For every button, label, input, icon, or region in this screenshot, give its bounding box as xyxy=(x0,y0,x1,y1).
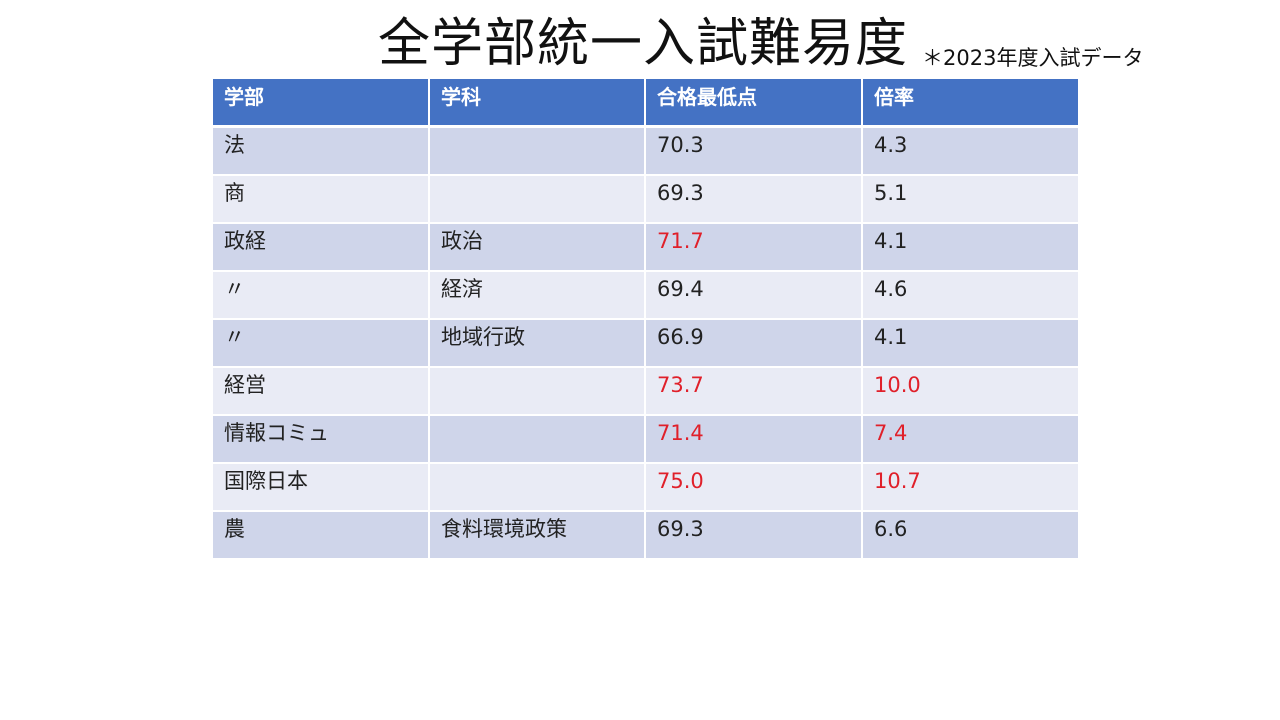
min-score-cell: 69.3 xyxy=(646,176,861,222)
min-score-cell: 75.0 xyxy=(646,464,861,510)
ratio-cell: 6.6 xyxy=(863,512,1078,558)
min-score-cell: 70.3 xyxy=(646,128,861,174)
table-row: 経営 73.7 10.0 xyxy=(213,368,1078,414)
ratio-cell: 10.0 xyxy=(863,368,1078,414)
department-cell xyxy=(430,416,644,462)
table-row: 〃 経済 69.4 4.6 xyxy=(213,272,1078,318)
min-score-cell: 71.4 xyxy=(646,416,861,462)
department-cell: 政治 xyxy=(430,224,644,270)
ratio-cell: 4.1 xyxy=(863,224,1078,270)
department-cell xyxy=(430,176,644,222)
table-row: 農 食料環境政策 69.3 6.6 xyxy=(213,512,1078,558)
header-ratio: 倍率 xyxy=(863,79,1078,125)
ratio-cell: 5.1 xyxy=(863,176,1078,222)
min-score-cell: 69.4 xyxy=(646,272,861,318)
ratio-cell: 4.3 xyxy=(863,128,1078,174)
slide-title: 全学部統一入試難易度 xyxy=(378,14,909,74)
faculty-cell: 経営 xyxy=(213,368,428,414)
table-row: 〃 地域行政 66.9 4.1 xyxy=(213,320,1078,366)
table-row: 国際日本 75.0 10.7 xyxy=(213,464,1078,510)
department-cell xyxy=(430,368,644,414)
ratio-cell: 4.1 xyxy=(863,320,1078,366)
department-cell: 食料環境政策 xyxy=(430,512,644,558)
table-row: 政経 政治 71.7 4.1 xyxy=(213,224,1078,270)
difficulty-table: 学部 学科 合格最低点 倍率 法 70.3 4.3 商 69.3 5.1 政経 … xyxy=(213,79,1078,558)
header-department: 学科 xyxy=(430,79,644,125)
table-row: 法 70.3 4.3 xyxy=(213,128,1078,174)
table-header-row: 学部 学科 合格最低点 倍率 xyxy=(213,79,1078,125)
faculty-cell: 政経 xyxy=(213,224,428,270)
data-year-note: ＊2023年度入試データ xyxy=(922,46,1144,70)
min-score-cell: 69.3 xyxy=(646,512,861,558)
ratio-cell: 4.6 xyxy=(863,272,1078,318)
ratio-cell: 10.7 xyxy=(863,464,1078,510)
min-score-cell: 66.9 xyxy=(646,320,861,366)
faculty-cell: 〃 xyxy=(213,320,428,366)
faculty-cell: 農 xyxy=(213,512,428,558)
department-cell: 地域行政 xyxy=(430,320,644,366)
faculty-cell: 〃 xyxy=(213,272,428,318)
header-min-score: 合格最低点 xyxy=(646,79,861,125)
ratio-cell: 7.4 xyxy=(863,416,1078,462)
table-row: 情報コミュ 71.4 7.4 xyxy=(213,416,1078,462)
faculty-cell: 法 xyxy=(213,128,428,174)
min-score-cell: 71.7 xyxy=(646,224,861,270)
department-cell: 経済 xyxy=(430,272,644,318)
header-faculty: 学部 xyxy=(213,79,428,125)
department-cell xyxy=(430,464,644,510)
department-cell xyxy=(430,128,644,174)
min-score-cell: 73.7 xyxy=(646,368,861,414)
faculty-cell: 商 xyxy=(213,176,428,222)
table-row: 商 69.3 5.1 xyxy=(213,176,1078,222)
faculty-cell: 国際日本 xyxy=(213,464,428,510)
faculty-cell: 情報コミュ xyxy=(213,416,428,462)
